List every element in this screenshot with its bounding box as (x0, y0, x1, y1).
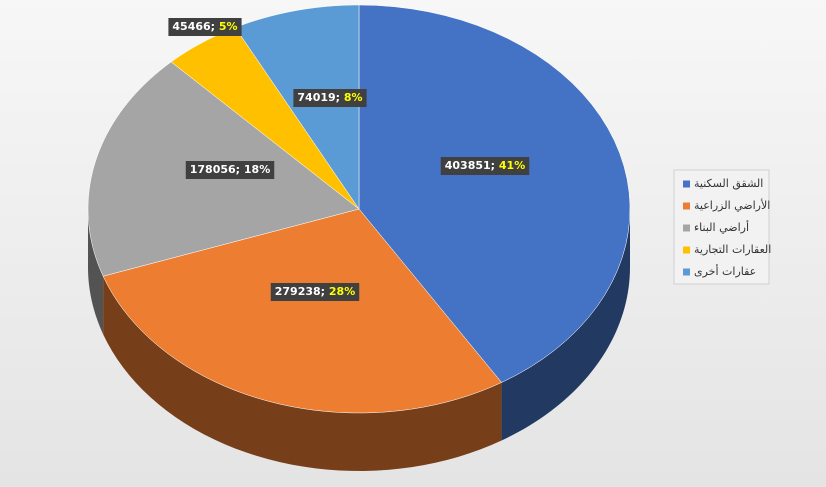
slice-side (103, 276, 502, 471)
legend-swatch (683, 246, 690, 254)
data-label-box (293, 89, 367, 107)
legend-swatch (683, 224, 690, 232)
data-label-box (185, 161, 275, 179)
legend-label: عقارات أخرى (694, 264, 756, 278)
slice-side (501, 209, 630, 441)
slice-side (88, 209, 104, 335)
data-label: 45466; 5% (172, 20, 237, 33)
legend-swatch (683, 268, 690, 276)
data-label: 279238; 28% (275, 285, 356, 298)
data-label-box (270, 283, 360, 301)
slice (102, 208, 502, 414)
data-label-box (440, 157, 530, 175)
legend-label: الأراضي الزراعية (694, 198, 770, 212)
legend-swatch (683, 180, 690, 188)
data-label: 178056; 18% (190, 163, 271, 176)
data-label-box (168, 18, 242, 36)
legend-label: الشقق السكنية (694, 177, 763, 191)
slice (358, 4, 631, 383)
data-label: 403851; 41% (445, 159, 526, 172)
legend-label: العقارات التجارية (694, 243, 771, 256)
legend-label: أراضي البناء (694, 220, 749, 234)
data-label: 74019; 8% (297, 91, 362, 104)
legend-swatch (683, 202, 690, 210)
